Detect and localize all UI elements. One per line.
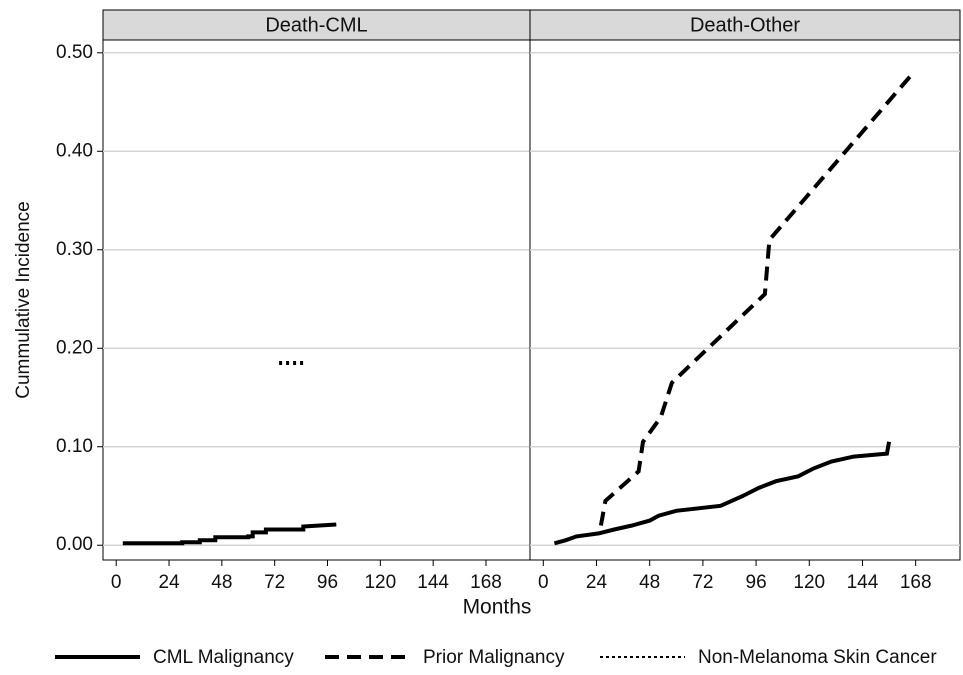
x-tick-label: 48 — [211, 572, 232, 593]
y-axis-label: Cummulative Incidence — [13, 201, 34, 398]
strip — [102, 9, 531, 41]
x-tick-label: 144 — [417, 572, 449, 593]
x-tick-label: 144 — [847, 572, 879, 593]
plot-area — [102, 39, 531, 561]
series-line — [122, 522, 337, 546]
x-tick-label: 168 — [470, 572, 502, 593]
legend-label: Non-Melanoma Skin Cancer — [698, 647, 937, 668]
x-tick-label: 24 — [586, 572, 608, 593]
y-tick-label: 0.00 — [56, 534, 93, 555]
x-tick-label: 96 — [746, 572, 767, 593]
legend-label: Prior Malignancy — [423, 647, 565, 668]
panel-title: Death-Other — [690, 14, 800, 36]
x-tick-label: 120 — [364, 572, 396, 593]
x-tick-label: 72 — [692, 572, 713, 593]
x-tick-label: 72 — [264, 572, 285, 593]
y-tick-label: 0.10 — [56, 436, 93, 457]
legend-label: CML Malignancy — [153, 647, 294, 668]
x-tick-label: 96 — [317, 572, 338, 593]
y-tick-label: 0.50 — [56, 42, 93, 63]
series-line — [598, 71, 916, 526]
series-line — [553, 441, 892, 546]
x-tick-label: 120 — [793, 572, 825, 593]
x-tick-label: 24 — [158, 572, 180, 593]
x-axis-label: Months — [463, 596, 532, 619]
panel-title: Death-CML — [265, 14, 367, 36]
x-tick-label: 168 — [900, 572, 932, 593]
y-tick-label: 0.20 — [56, 337, 93, 358]
strip — [529, 9, 961, 41]
x-tick-label: 0 — [538, 572, 549, 593]
y-tick-label: 0.30 — [56, 239, 93, 260]
y-tick-label: 0.40 — [56, 140, 93, 161]
plot-area — [529, 39, 961, 561]
x-tick-label: 0 — [111, 572, 122, 593]
x-tick-label: 48 — [639, 572, 660, 593]
